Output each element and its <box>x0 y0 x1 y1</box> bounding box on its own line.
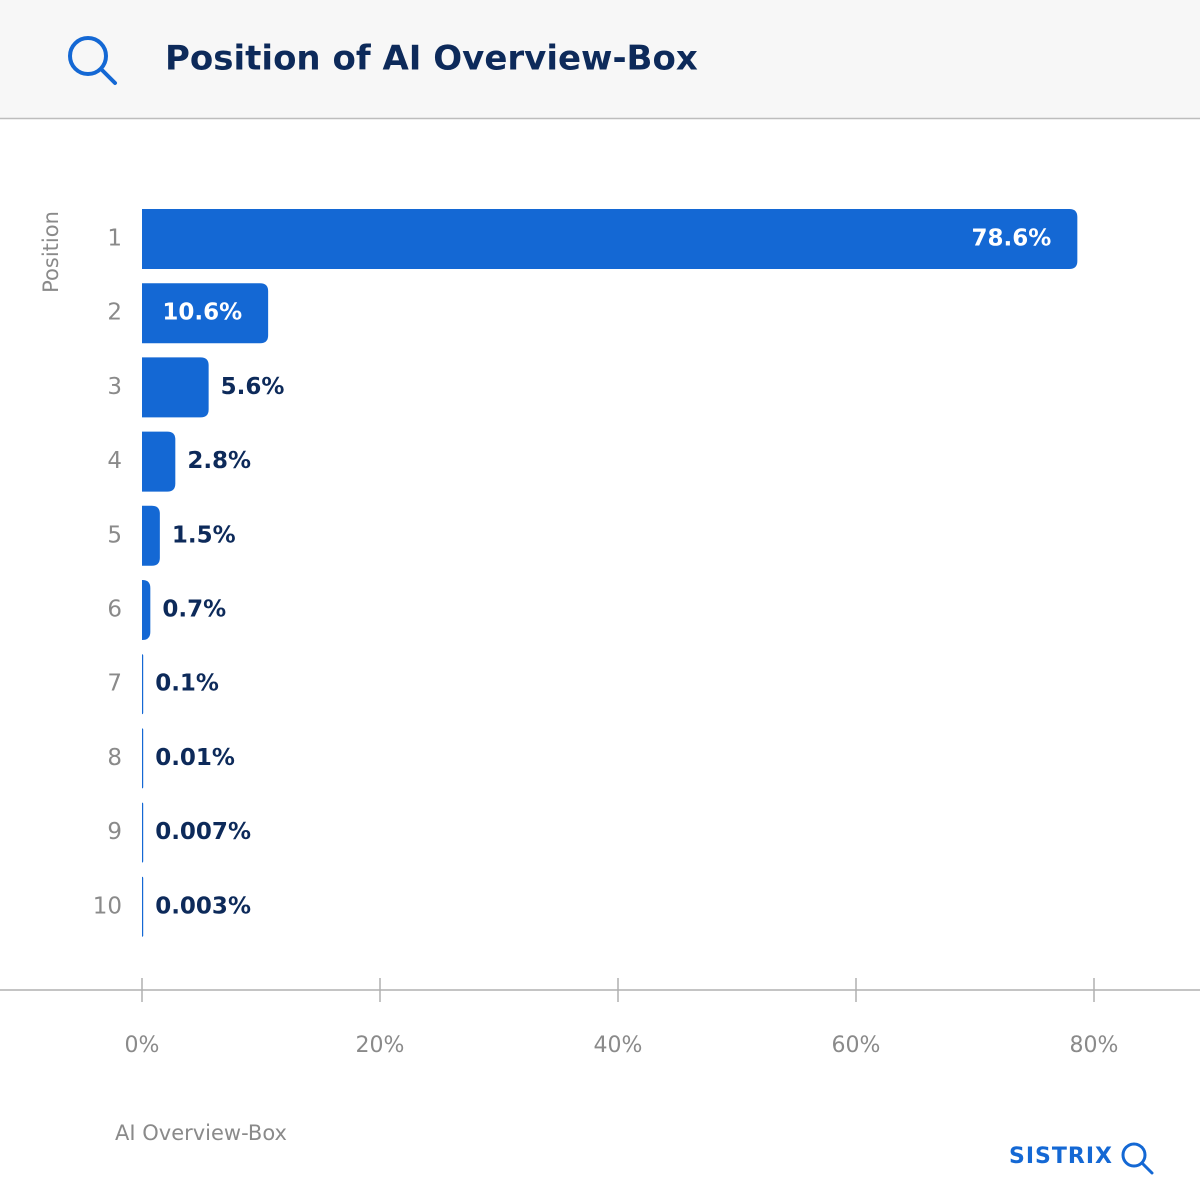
bar <box>142 283 269 344</box>
brand-logo: SISTRIX <box>1009 1144 1113 1169</box>
bar <box>142 580 151 640</box>
value-label: 1.5% <box>172 522 236 548</box>
value-label: 78.6% <box>972 226 1052 252</box>
y-tick-label: 8 <box>107 745 122 771</box>
y-tick-label: 5 <box>107 522 122 548</box>
y-tick-label: 7 <box>107 671 122 697</box>
x-tick-label: 40% <box>594 1033 643 1058</box>
bar <box>142 802 144 863</box>
x-tick-label: 80% <box>1070 1033 1119 1058</box>
y-tick-label: 10 <box>93 893 122 919</box>
value-label: 0.01% <box>155 745 235 771</box>
y-tick-label: 3 <box>107 374 122 400</box>
y-axis-label: Position <box>39 211 63 293</box>
y-tick-label: 2 <box>107 300 122 326</box>
bar <box>142 654 144 715</box>
series-label: AI Overview-Box <box>115 1121 287 1145</box>
bar <box>142 876 144 937</box>
value-label: 2.8% <box>187 448 251 474</box>
x-tick-label: 20% <box>356 1033 405 1058</box>
bar <box>142 728 144 789</box>
y-tick-label: 4 <box>107 448 122 474</box>
value-label: 0.007% <box>155 819 251 845</box>
y-tick-label: 6 <box>107 597 122 623</box>
value-label: 0.1% <box>155 671 219 697</box>
y-tick-label: 9 <box>107 819 122 845</box>
chart-title: Position of AI Overview-Box <box>165 39 698 79</box>
bar <box>142 431 176 492</box>
x-tick-label: 60% <box>832 1033 881 1058</box>
value-label: 0.003% <box>155 893 251 919</box>
x-tick-label: 0% <box>125 1033 160 1058</box>
search-icon <box>68 36 117 85</box>
bar <box>142 357 209 418</box>
value-label: 5.6% <box>221 374 285 400</box>
header-band <box>0 0 1200 118</box>
value-label: 0.7% <box>162 597 226 623</box>
brand-icon <box>1121 1142 1154 1175</box>
y-tick-label: 1 <box>107 226 122 252</box>
bar <box>142 209 1078 269</box>
value-label: 10.6% <box>162 300 242 326</box>
bar <box>142 505 160 566</box>
